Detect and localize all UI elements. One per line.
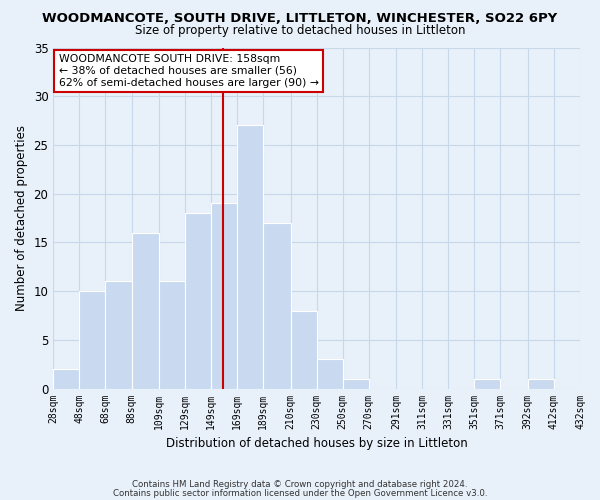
X-axis label: Distribution of detached houses by size in Littleton: Distribution of detached houses by size … [166,437,467,450]
Y-axis label: Number of detached properties: Number of detached properties [15,125,28,311]
Bar [106,282,131,389]
Text: Contains HM Land Registry data © Crown copyright and database right 2024.: Contains HM Land Registry data © Crown c… [132,480,468,489]
Bar [131,232,159,388]
Bar [79,291,106,388]
Bar [263,223,290,388]
Bar [343,379,369,388]
Text: WOODMANCOTE SOUTH DRIVE: 158sqm
← 38% of detached houses are smaller (56)
62% of: WOODMANCOTE SOUTH DRIVE: 158sqm ← 38% of… [59,54,319,88]
Bar [159,282,185,389]
Bar [53,369,79,388]
Bar [528,379,554,388]
Bar [290,310,317,388]
Bar [580,379,600,388]
Bar [317,360,343,388]
Text: Contains public sector information licensed under the Open Government Licence v3: Contains public sector information licen… [113,489,487,498]
Bar [237,126,263,388]
Text: Size of property relative to detached houses in Littleton: Size of property relative to detached ho… [135,24,465,37]
Text: WOODMANCOTE, SOUTH DRIVE, LITTLETON, WINCHESTER, SO22 6PY: WOODMANCOTE, SOUTH DRIVE, LITTLETON, WIN… [43,12,557,26]
Bar [185,213,211,388]
Bar [211,204,237,388]
Bar [475,379,500,388]
